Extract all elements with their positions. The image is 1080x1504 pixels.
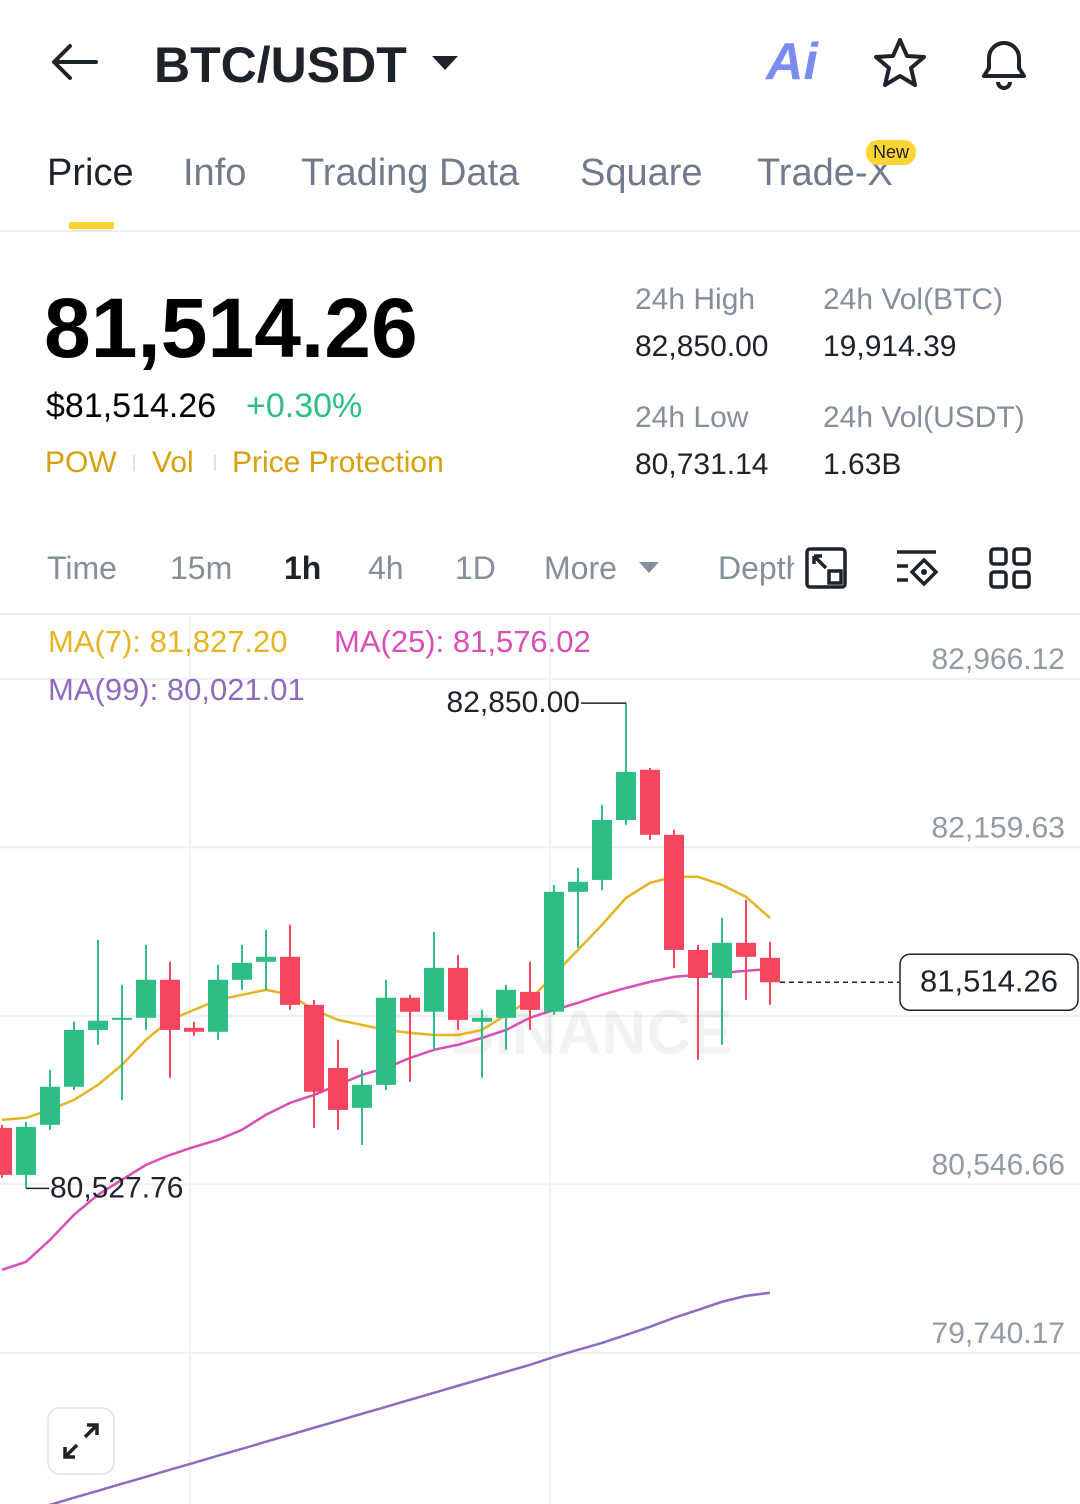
interval[interactable]: Time (47, 550, 117, 586)
usd-price: $81,514.26 (46, 387, 217, 425)
divider (0, 230, 1080, 232)
candle-body (16, 1126, 36, 1175)
tab[interactable]: Square (580, 152, 703, 194)
stat-value: 82,850.00 (635, 330, 769, 363)
expand-button[interactable] (47, 1407, 115, 1475)
ma-line (48, 1291, 771, 1504)
candle-body (0, 1127, 12, 1175)
tag-separator (214, 455, 216, 471)
tag[interactable]: Vol (152, 446, 194, 479)
stat-label: 24h Vol(USDT) (823, 401, 1025, 434)
candle-body (712, 942, 732, 978)
candle-body (208, 979, 228, 1032)
tab-indicator (69, 222, 114, 229)
candle-body (232, 962, 252, 980)
candle-body (448, 967, 468, 1020)
interval[interactable]: 1D (455, 550, 496, 586)
favorite-button[interactable] (872, 36, 928, 90)
candle-body (112, 1017, 132, 1020)
stat-value: 80,731.14 (635, 448, 769, 481)
candle-body (64, 1029, 84, 1087)
pair-dropdown[interactable] (430, 52, 460, 74)
candle-body (616, 771, 636, 820)
y-tick-label: 80,546.66 (932, 1148, 1065, 1181)
stat-label: 24h High (635, 283, 756, 316)
annotation-label: 80,527.76 (50, 1171, 183, 1204)
y-tick-label: 79,740.17 (932, 1317, 1065, 1350)
legend-entry: MA(99): 80,021.01 (48, 672, 305, 707)
candles (0, 703, 780, 1189)
last-price-box (899, 953, 1079, 1011)
candle-body (568, 881, 588, 892)
candle-body (328, 1067, 348, 1110)
candle-body (496, 989, 516, 1018)
candle-body (688, 949, 708, 978)
interval[interactable]: 15m (170, 550, 233, 586)
interval[interactable]: 4h (368, 550, 404, 586)
candle-body (472, 1017, 492, 1022)
more-caret (639, 562, 659, 573)
candlestick-chart: BINANCE 82,966.1282,159.6381,353.1480,54… (0, 615, 1080, 1504)
pair-title[interactable]: BTC/USDT (154, 37, 407, 93)
tag[interactable]: Price Protection (232, 446, 444, 479)
overlay: 82,966.1282,159.6381,353.1480,546.6679,7… (26, 624, 1079, 1350)
candle-body (40, 1086, 60, 1125)
stat-value: 1.63B (823, 448, 902, 481)
layout-button[interactable] (988, 546, 1032, 590)
fullscreen-button[interactable] (804, 546, 848, 590)
interval[interactable]: More (544, 550, 617, 586)
candle-body (136, 979, 156, 1018)
candle-body (640, 769, 660, 835)
tab[interactable]: Info (183, 152, 247, 194)
tag[interactable]: POW (45, 446, 117, 479)
stat-label: 24h Low (635, 401, 749, 434)
legend-entry: MA(25): 81,576.02 (334, 624, 591, 659)
annotation-label: 82,850.00 (447, 686, 580, 719)
notification-button[interactable] (976, 34, 1032, 90)
candle-body (304, 1004, 324, 1092)
ai-button[interactable]: Ai (766, 33, 818, 91)
candle-body (256, 956, 276, 962)
candle-body (352, 1084, 372, 1108)
divider (0, 613, 1080, 615)
legend-entry: MA(7): 81,827.20 (48, 624, 288, 659)
last-price: 81,514.26 (44, 281, 418, 375)
tab[interactable]: Price (47, 152, 134, 194)
watermark: BINANCE (450, 998, 732, 1067)
candle-body (424, 967, 444, 1012)
new-badge: New (866, 140, 917, 165)
candle-body (664, 834, 684, 950)
candle-body (160, 979, 180, 1030)
candle-body (376, 997, 396, 1085)
candle-body (520, 991, 540, 1010)
candle-body (760, 957, 780, 983)
candle-body (400, 997, 420, 1012)
interval[interactable]: 1h (284, 550, 322, 586)
y-tick-label: 82,159.63 (932, 811, 1065, 844)
interval[interactable]: Depth (718, 550, 794, 586)
back-button[interactable] (48, 40, 102, 84)
last-price-label: 81,514.26 (920, 963, 1058, 998)
candle-body (736, 942, 756, 957)
candle-body (592, 819, 612, 880)
tag-separator (133, 455, 135, 471)
candle-body (280, 956, 300, 1005)
indicator-button[interactable] (894, 546, 942, 590)
y-tick-label: 82,966.12 (932, 643, 1065, 676)
tab[interactable]: Trading Data (301, 152, 520, 194)
price-change: +0.30% (246, 387, 363, 425)
stat-value: 19,914.39 (823, 330, 957, 363)
candle-body (544, 891, 564, 1012)
stat-label: 24h Vol(BTC) (823, 283, 1004, 316)
candle-body (184, 1027, 204, 1032)
candle-body (88, 1020, 108, 1030)
